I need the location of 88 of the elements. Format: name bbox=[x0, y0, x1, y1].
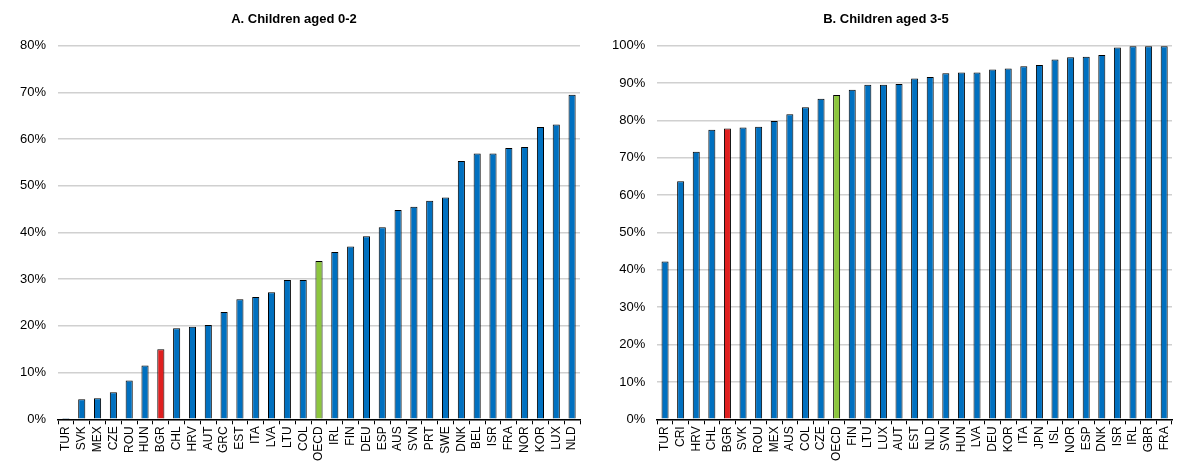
x-tick-label: ROU bbox=[121, 426, 136, 453]
y-tick-label: 70% bbox=[19, 83, 47, 99]
y-tick-label: 30% bbox=[19, 270, 47, 286]
x-tick-label: HRV bbox=[688, 426, 703, 452]
x-tick-label: EST bbox=[232, 425, 247, 450]
x-tick-label: CHL bbox=[704, 426, 719, 451]
x-tick-label: ESP bbox=[374, 426, 389, 451]
y-tick-label: 50% bbox=[19, 177, 47, 193]
x-tick-label: NOR bbox=[1062, 426, 1077, 453]
y-tick-label: 70% bbox=[619, 149, 646, 165]
x-tick-label: OECD bbox=[311, 426, 326, 461]
x-tick-label: TUR bbox=[58, 426, 73, 451]
x-tick-label: DEU bbox=[984, 426, 999, 452]
y-tick-label: 100% bbox=[612, 37, 646, 53]
x-tick-label: AUT bbox=[891, 425, 906, 451]
y-tick-label: 40% bbox=[619, 261, 646, 277]
y-tick-label: 10% bbox=[19, 364, 47, 380]
x-tick-label: CHL bbox=[168, 426, 183, 451]
x-tick-label: HRV bbox=[184, 426, 199, 452]
y-tick-label: 50% bbox=[619, 224, 646, 240]
x-tick-label: SVN bbox=[938, 426, 953, 452]
x-tick-label: NOR bbox=[516, 426, 531, 453]
x-tick-label: IRL bbox=[327, 426, 342, 446]
x-tick-label: ITA bbox=[1016, 426, 1031, 445]
x-tick-label: HUN bbox=[137, 426, 152, 453]
x-tick-label: LVA bbox=[969, 426, 984, 448]
y-tick-label: 30% bbox=[619, 298, 646, 314]
x-tick-label: SVN bbox=[406, 426, 421, 452]
x-tick-label: AUS bbox=[782, 426, 797, 452]
x-tick-label: FRA bbox=[501, 426, 516, 451]
y-tick-label: 0% bbox=[27, 410, 47, 426]
x-tick-label: COL bbox=[295, 426, 310, 452]
chart-title: B. Children aged 3-5 bbox=[823, 11, 949, 27]
x-tick-label: LUX bbox=[548, 426, 563, 450]
x-tick-label: ISR bbox=[1109, 426, 1124, 447]
x-tick-label: GBR bbox=[1140, 426, 1155, 453]
x-tick-label: ROU bbox=[750, 426, 765, 453]
x-tick-label: SWE bbox=[437, 426, 452, 454]
x-tick-label: BGR bbox=[719, 426, 734, 453]
x-tick-label: CZE bbox=[813, 426, 828, 451]
x-tick-label: DEU bbox=[358, 426, 373, 452]
y-tick-label: 20% bbox=[619, 336, 646, 352]
x-tick-label: HUN bbox=[953, 426, 968, 453]
x-tick-label: OECD bbox=[828, 426, 843, 461]
x-tick-label: KOR bbox=[532, 426, 547, 453]
y-tick-label: 10% bbox=[619, 373, 646, 389]
x-tick-label: FIN bbox=[342, 426, 357, 446]
y-tick-label: 0% bbox=[626, 410, 646, 426]
x-tick-label: SVK bbox=[74, 426, 89, 451]
x-tick-label: LTU bbox=[279, 426, 294, 449]
x-tick-label: DNK bbox=[453, 426, 468, 452]
x-tick-label: NLD bbox=[564, 426, 579, 451]
x-tick-label: ITA bbox=[248, 426, 263, 445]
x-tick-label: AUT bbox=[200, 425, 215, 451]
x-tick-label: NLD bbox=[922, 426, 937, 451]
x-tick-label: IRL bbox=[1125, 426, 1140, 446]
x-tick-label: LVA bbox=[263, 426, 278, 448]
x-tick-label: DNK bbox=[1094, 426, 1109, 452]
x-tick-label: BGR bbox=[153, 426, 168, 453]
y-tick-label: 40% bbox=[19, 224, 47, 240]
x-tick-label: FRA bbox=[1156, 426, 1171, 451]
x-tick-label: EST bbox=[906, 425, 921, 450]
y-tick-label: 20% bbox=[19, 317, 47, 333]
chart-title: A. Children aged 0-2 bbox=[231, 11, 357, 27]
x-tick-label: COL bbox=[797, 426, 812, 452]
x-tick-label: ISR bbox=[485, 426, 500, 447]
x-tick-label: LTU bbox=[860, 426, 875, 449]
y-tick-label: 80% bbox=[19, 37, 47, 53]
x-tick-label: MEX bbox=[766, 426, 781, 453]
x-tick-label: SVK bbox=[735, 426, 750, 451]
x-tick-label: FIN bbox=[844, 426, 859, 446]
x-tick-label: CRI bbox=[672, 426, 687, 447]
x-tick-label: ISL bbox=[1047, 426, 1062, 445]
y-tick-label: 90% bbox=[619, 74, 646, 90]
y-tick-label: 80% bbox=[619, 111, 646, 127]
x-tick-label: LUX bbox=[875, 426, 890, 450]
x-tick-label: ESP bbox=[1078, 426, 1093, 451]
x-tick-label: GRC bbox=[216, 426, 231, 453]
x-tick-label: TUR bbox=[657, 426, 672, 451]
x-tick-label: MEX bbox=[89, 426, 104, 453]
x-tick-label: BEL bbox=[469, 426, 484, 450]
x-tick-label: KOR bbox=[1000, 426, 1015, 453]
x-tick-label: JPN bbox=[1031, 426, 1046, 449]
x-tick-label: PRT bbox=[422, 425, 437, 451]
y-tick-label: 60% bbox=[19, 130, 47, 146]
x-tick-label: CZE bbox=[105, 426, 120, 451]
y-tick-label: 60% bbox=[619, 186, 646, 202]
x-tick-label: AUS bbox=[390, 426, 405, 452]
